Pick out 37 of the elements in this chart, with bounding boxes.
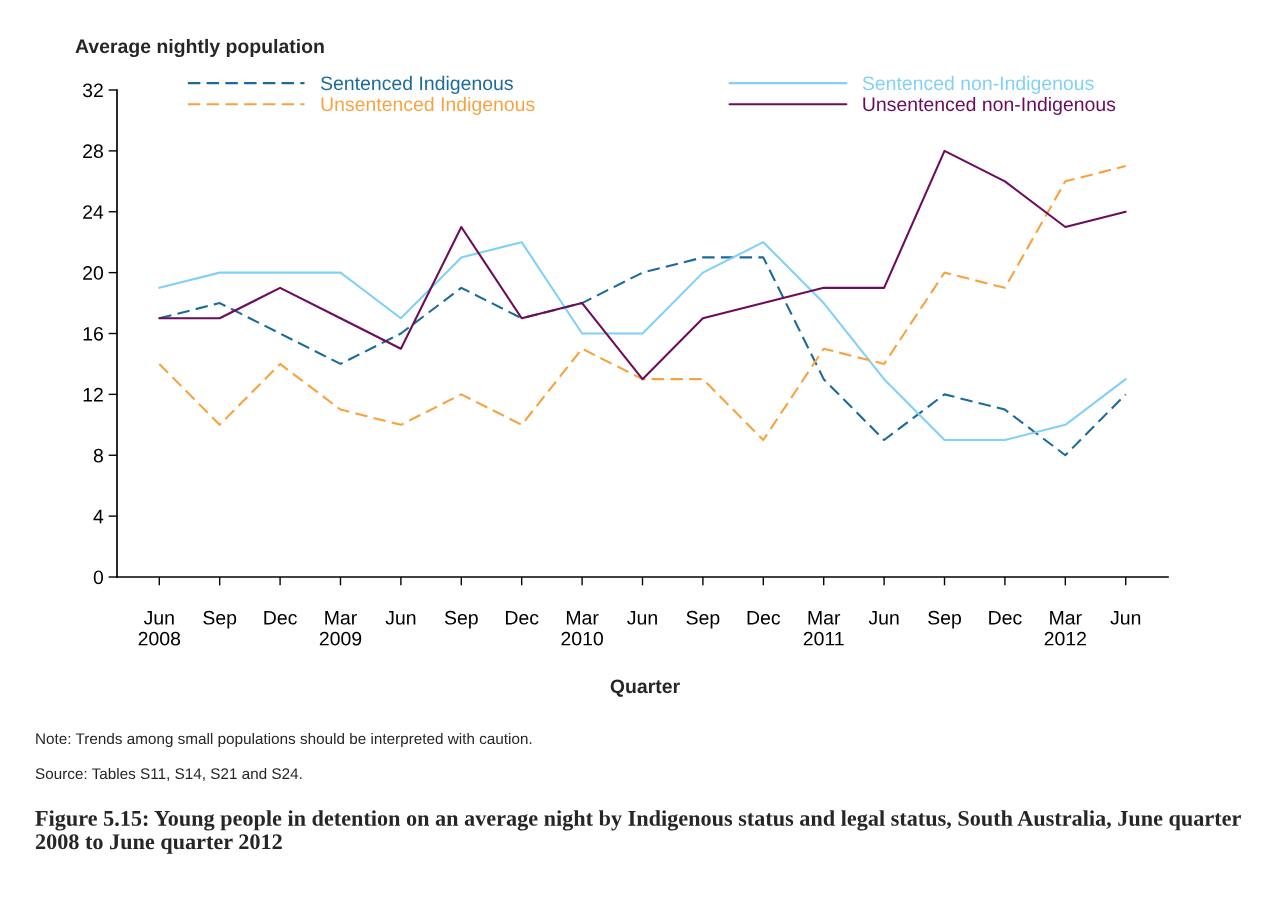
x-tick-label: Mar 2010 [561, 611, 603, 646]
x-tick-label: Jun [1110, 611, 1141, 625]
text: Unsentenced Indigenous [321, 96, 535, 116]
y-tick-label: 4 [93, 509, 104, 524]
text: Note: Trends among small populations should be interpreted with caution. [36, 732, 532, 748]
x-tick-label: Dec [989, 611, 1022, 625]
x-tick-label: Jun [868, 611, 899, 625]
y-tick-label: 32 [82, 83, 103, 98]
x-tick-label: Mar 2009 [319, 611, 362, 646]
x-tick-label: Sep [928, 610, 961, 629]
y-axis-title: Average nightly population [75, 38, 324, 58]
y-tick-label: 16 [83, 326, 103, 341]
x-axis-title: Quarter [610, 679, 680, 697]
x-tick-label: Jun [627, 611, 657, 625]
x-tick-label: Sep [203, 610, 237, 629]
line-series [158, 149, 1127, 381]
y-tick-label: 20 [83, 266, 104, 280]
x-tick-label: Sep [686, 610, 720, 629]
y-tick-label: 12 [83, 387, 103, 402]
source-note: Source: Tables S11, S14, S21 and S24. [35, 767, 302, 781]
y-tick-label: 8 [93, 448, 103, 463]
x-tick-label: Dec [264, 611, 297, 625]
x-tick-label: Jun [385, 611, 416, 625]
text: Sentenced non-Indigenous [862, 75, 1094, 94]
text: Sentenced Indigenous [320, 75, 513, 94]
line-series [158, 165, 1127, 442]
y-tick-label: 24 [83, 205, 104, 219]
y-tick-label: 0 [93, 570, 104, 585]
text: Figure 5.15: Young people in detention on an average night by Indigenous status and legal status, South Australia, June quarter 2008 to June quarter 2012 [35, 810, 1241, 854]
x-tick-label: Dec [506, 611, 539, 625]
x-tick-label: Mar 2012 [1044, 611, 1086, 646]
y-tick-label: 28 [83, 144, 103, 159]
text: Unsentenced non-Indigenous [863, 96, 1116, 116]
x-tick-label: Jun 2008 [138, 611, 181, 646]
x-tick-label: Dec [747, 611, 781, 625]
x-tick-label: Sep [444, 610, 478, 629]
x-tick-label: Mar 2011 [803, 611, 844, 646]
